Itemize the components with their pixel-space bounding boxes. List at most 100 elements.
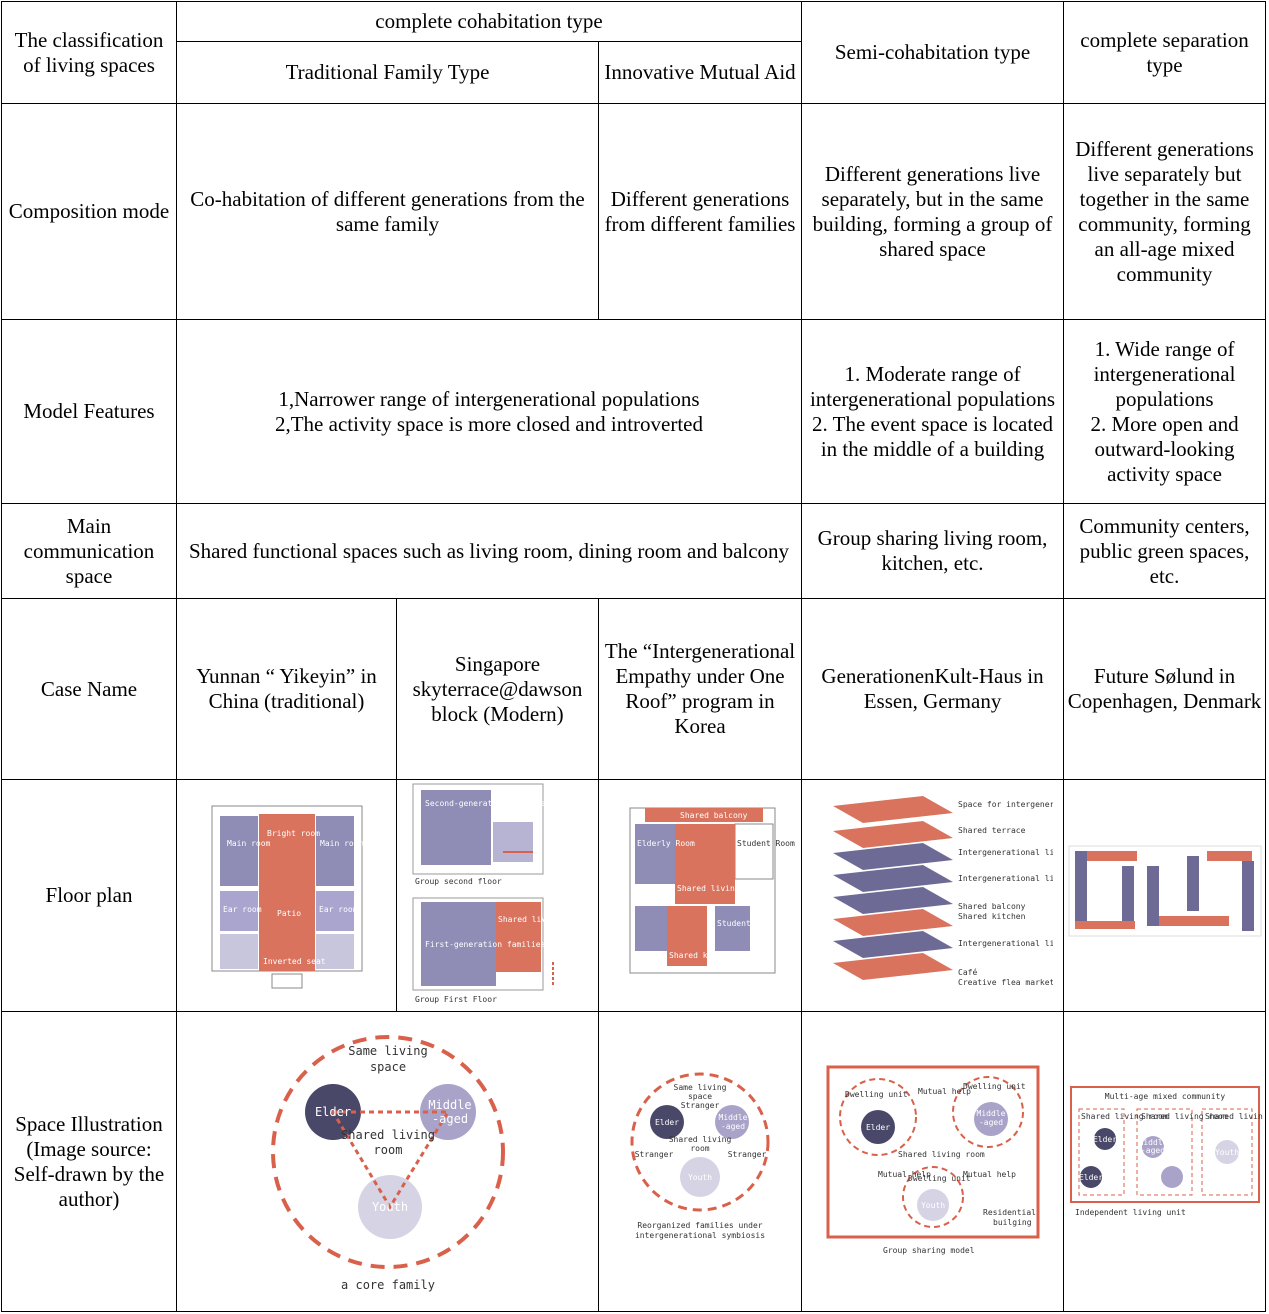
figure-label: Elder bbox=[314, 1105, 350, 1119]
figure-label: Mutual help bbox=[918, 1087, 971, 1096]
figure-label: Shared living room bbox=[1141, 1112, 1228, 1121]
figure-label: room bbox=[373, 1143, 402, 1157]
cell: Different generations live separately, b… bbox=[801, 103, 1065, 320]
figure-label: Multi-age mixed community bbox=[1104, 1092, 1225, 1101]
space-illustration: Dwelling unit Mutual help Dwelling unit … bbox=[826, 1065, 1040, 1255]
figure-label: Reorganized families under bbox=[637, 1221, 762, 1230]
floor-plan: Shared balcony Elderly Room Student Room… bbox=[629, 807, 795, 973]
line: 2. More open and outward-looking activit… bbox=[1090, 411, 1239, 486]
figure-label: space bbox=[688, 1092, 712, 1101]
figure-label: Bright room bbox=[267, 829, 320, 838]
figure-label: Shared living room bbox=[498, 915, 585, 924]
figure-label: Middle bbox=[976, 1109, 1005, 1118]
figure-label: Shared terrace bbox=[958, 826, 1026, 835]
header-cell: complete cohabitation type bbox=[175, 1, 803, 42]
figure-label: Dwelling unit bbox=[963, 1082, 1026, 1091]
figure-label: Main room bbox=[320, 839, 364, 848]
cell: Different generations live separately bu… bbox=[1063, 103, 1267, 320]
row-label: Model Features bbox=[1, 319, 177, 504]
figure-label: Shared living room bbox=[1205, 1112, 1263, 1121]
cell: GenerationenKult-Haus in Essen, Germany bbox=[801, 598, 1065, 780]
figure-label: Inverted seat bbox=[263, 957, 326, 966]
figure-label: Shared balcony bbox=[680, 811, 748, 820]
figure-label: space bbox=[369, 1060, 405, 1074]
figure-label: Stranger bbox=[635, 1150, 674, 1159]
figure-label: Independent living unit bbox=[1075, 1208, 1186, 1217]
line: 2,The activity space is more closed and … bbox=[274, 411, 704, 436]
figure-label: Stranger bbox=[728, 1150, 767, 1159]
figure-cell: Second-generation families Group second … bbox=[396, 779, 599, 1012]
figure-label: Shared living room bbox=[677, 884, 764, 893]
figure-label: Intergenerational living space bbox=[958, 848, 1053, 857]
figure-label: Youth bbox=[688, 1173, 712, 1182]
figure-label: Mutual help bbox=[963, 1170, 1016, 1179]
figure-label: Youth bbox=[920, 1201, 944, 1210]
figure-label: Main room bbox=[227, 839, 271, 848]
figure-label: Stranger bbox=[681, 1101, 720, 1110]
figure-label: Youth bbox=[1214, 1148, 1238, 1157]
figure-label: -aged bbox=[721, 1122, 745, 1131]
cell: Yunnan “ Yikeyin” in China (traditional) bbox=[176, 598, 397, 780]
figure-label: -aged bbox=[978, 1118, 1002, 1127]
figure-label: Shared balcony bbox=[958, 902, 1026, 911]
figure-label: Elder bbox=[1092, 1135, 1116, 1144]
figure-label: Residential bbox=[983, 1208, 1036, 1217]
cell: The “Intergenerational Empathy under One… bbox=[597, 598, 803, 780]
floor-plan: Second-generation families Group second … bbox=[412, 783, 585, 1004]
figure-label: Group sharing model bbox=[883, 1246, 975, 1255]
figure-label: Elder bbox=[1078, 1173, 1102, 1182]
figure-label: Café bbox=[958, 967, 977, 977]
figure-label: Student Room bbox=[737, 839, 795, 848]
figure-label: Middle bbox=[719, 1113, 748, 1122]
figure-label: Dwelling unit bbox=[908, 1174, 971, 1183]
line: 1. Moderate range of intergenerational p… bbox=[809, 361, 1056, 411]
cell: Co-habitation of different generations f… bbox=[176, 103, 599, 320]
row-label: Main communication space bbox=[1, 503, 177, 599]
figure-label: Ear room bbox=[223, 905, 262, 914]
cell: Shared functional spaces such as living … bbox=[175, 503, 803, 599]
header-cell: The classification of living spaces bbox=[1, 1, 177, 104]
figure-label: Shared living room bbox=[898, 1150, 985, 1159]
figure-label: Space for intergenerational activities bbox=[958, 800, 1053, 809]
figure-label: Intergenerational living space bbox=[958, 874, 1053, 883]
figure-cell: Main room Bright room Main room Ear room… bbox=[176, 779, 397, 1012]
figure-label: Elderly Room bbox=[637, 839, 695, 848]
space-illustration: Same living space Elder Middle -aged Sha… bbox=[270, 1034, 505, 1292]
figure-label: Creative flea market bbox=[958, 978, 1053, 987]
cell: Singapore skyterrace@dawson block (Moder… bbox=[396, 598, 599, 780]
figure-label: builging bbox=[993, 1218, 1032, 1227]
figure-label: Elder bbox=[865, 1123, 889, 1132]
figure-label: Middle bbox=[1138, 1138, 1167, 1147]
figure-label: Youth bbox=[371, 1200, 407, 1214]
figure-cell: Shared balcony Elderly Room Student Room… bbox=[597, 779, 803, 1012]
row-label: Floor plan bbox=[1, 779, 177, 1012]
floor-plan: Main room Bright room Main room Ear room… bbox=[211, 805, 364, 988]
cell: 1,Narrower range of intergenerational po… bbox=[175, 319, 803, 504]
line: 1,Narrower range of intergenerational po… bbox=[278, 386, 700, 411]
row-label: Composition mode bbox=[1, 103, 177, 320]
header-cell: complete separation type bbox=[1063, 1, 1267, 104]
figure-label: Ear room bbox=[319, 905, 358, 914]
header-cell: Innovative Mutual Aid bbox=[597, 41, 803, 104]
figure-label: Group second floor bbox=[415, 877, 502, 886]
header-cell: Semi-cohabitation type bbox=[801, 1, 1065, 104]
row-label: Case Name bbox=[1, 598, 177, 780]
figure-label: Middle bbox=[428, 1098, 471, 1112]
line: 2. The event space is located in the mid… bbox=[812, 411, 1054, 461]
floor-plan bbox=[1068, 845, 1262, 936]
figure-label: Elder bbox=[655, 1118, 679, 1127]
floor-plan: Space for intergenerational activities S… bbox=[832, 795, 1053, 987]
cell: Group sharing living room, kitchen, etc. bbox=[801, 503, 1065, 599]
cell: 1. Wide range of intergenerational popul… bbox=[1063, 319, 1267, 504]
figure-label: -aged bbox=[431, 1112, 467, 1126]
figure-label: Patio bbox=[277, 909, 301, 918]
figure-cell: Same living space Elder Middle -aged Sha… bbox=[176, 1011, 599, 1312]
figure-label: -aged bbox=[1140, 1146, 1164, 1155]
cell: Future Sølund in Copenhagen, Denmark bbox=[1063, 598, 1267, 780]
figure-label: Group First Floor bbox=[415, 995, 497, 1004]
line: 1. Wide range of intergenerational popul… bbox=[1093, 336, 1236, 411]
figure-label: Same living bbox=[674, 1083, 727, 1092]
figure-label: Intergenerational living space bbox=[958, 939, 1053, 948]
